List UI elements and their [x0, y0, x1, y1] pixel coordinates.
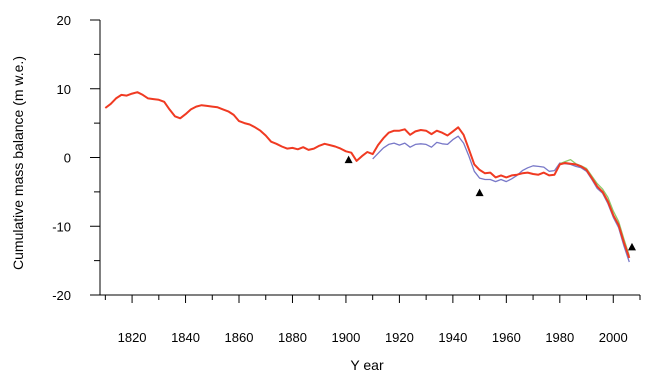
y-tick-label: -10	[52, 219, 71, 234]
axes	[99, 20, 640, 296]
x-tick-label: 2000	[599, 330, 628, 345]
y-tick-label: 0	[64, 151, 71, 166]
y-axis-title: Cumulative mass balance (m w.e.)	[10, 56, 26, 270]
x-axis-title: Y ear	[350, 357, 384, 372]
x-tick-label: 1900	[331, 330, 360, 345]
series-line-2	[372, 135, 630, 263]
x-tick-label: 1820	[118, 330, 147, 345]
x-tick-label: 1860	[225, 330, 254, 345]
y-tick-label: -20	[52, 288, 71, 303]
x-tick-label: 1880	[278, 330, 307, 345]
y-ticks: -20 -10 0 10 20	[52, 13, 100, 303]
x-tick-label: 1920	[385, 330, 414, 345]
series-line-3	[559, 158, 630, 256]
triangle-marker	[475, 188, 484, 197]
triangle-marker	[344, 155, 353, 164]
x-tick-label: 1960	[492, 330, 521, 345]
x-tick-label: 1980	[545, 330, 574, 345]
series-line-1	[104, 91, 631, 259]
series-group	[104, 91, 631, 263]
y-tick-label: 10	[57, 82, 71, 97]
x-ticks: 1820 1840 1860 1880 1900 1920 1940 1960 1980 2000	[104, 295, 641, 345]
markers-group	[344, 155, 636, 251]
x-tick-label: 1940	[438, 330, 467, 345]
y-tick-label: 20	[57, 13, 71, 28]
triangle-marker	[627, 242, 636, 251]
x-tick-label: 1840	[171, 330, 200, 345]
